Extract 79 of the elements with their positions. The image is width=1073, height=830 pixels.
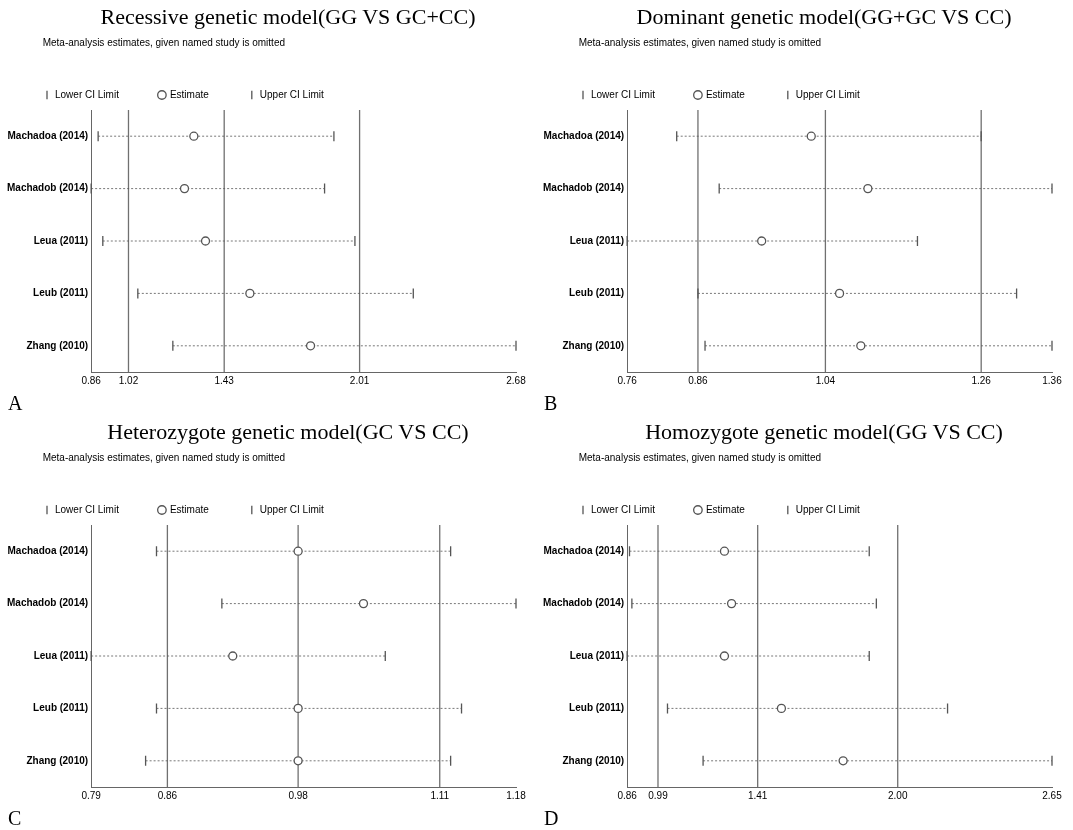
x-tick-label: 0.76 xyxy=(617,374,638,386)
point xyxy=(719,651,730,661)
point xyxy=(863,183,873,194)
y-tick-label: Zhang (2010) xyxy=(26,339,89,351)
point xyxy=(200,236,211,246)
legend-label: Estimate xyxy=(705,88,746,100)
legend-label: Estimate xyxy=(169,503,210,515)
y-tick-label: Leua (2011) xyxy=(569,234,625,246)
x-tick-label: 1.26 xyxy=(971,374,992,386)
y-tick-label: Zhang (2010) xyxy=(26,754,89,766)
text: Lower CI Limit xyxy=(55,88,120,100)
chart-title: Recessive genetic model(GG VS GC+CC) xyxy=(99,3,477,31)
y-tick-label: Zhang (2010) xyxy=(562,339,625,351)
y-tick-label: Machadob (2014) xyxy=(542,182,625,194)
point xyxy=(726,598,737,609)
point xyxy=(245,288,255,299)
x-tick-label: 2.65 xyxy=(1042,789,1063,801)
legend-title: Meta-analysis estimates, given named study is omitted xyxy=(578,451,822,463)
x-tick-label: 0.86 xyxy=(617,789,638,801)
point xyxy=(305,341,316,351)
legend-title: Meta-analysis estimates, given named study is omitted xyxy=(578,36,822,48)
text: C xyxy=(8,807,22,830)
y-tick-label: Leua (2011) xyxy=(33,234,89,246)
y-tick-label: Leua (2011) xyxy=(569,649,625,661)
legend-title: Meta-analysis estimates, given named study is omitted xyxy=(42,36,286,48)
text: Lower CI Limit xyxy=(55,503,120,515)
legend-title: Meta-analysis estimates, given named study is omitted xyxy=(42,451,286,463)
point xyxy=(856,341,866,351)
point xyxy=(757,236,767,246)
y-tick-label: Leub (2011) xyxy=(569,287,625,299)
text: D xyxy=(544,807,559,830)
text: B xyxy=(544,392,558,415)
x-tick-label: 1.02 xyxy=(118,374,139,386)
y-tick-label: Machadoa (2014) xyxy=(543,544,625,556)
y-tick-label: Machadoa (2014) xyxy=(7,129,89,141)
y-tick-label: Machadoa (2014) xyxy=(7,544,89,556)
x-tick-label: 1.36 xyxy=(1042,374,1063,386)
text: Upper CI Limit xyxy=(259,88,324,100)
point xyxy=(806,131,816,141)
text: Upper CI Limit xyxy=(795,503,860,515)
x-tick-label: 2.00 xyxy=(887,789,908,801)
point xyxy=(776,703,787,714)
y-tick-label: Leub (2011) xyxy=(569,702,625,714)
x-tick-label: 1.11 xyxy=(430,789,450,801)
legend-label: Estimate xyxy=(169,88,210,100)
y-tick-label: Leua (2011) xyxy=(33,649,89,661)
x-tick-label: 0.86 xyxy=(81,374,102,386)
chart-title: Heterozygote genetic model(GC VS CC) xyxy=(106,418,470,446)
y-tick-label: Machadob (2014) xyxy=(6,182,89,194)
text: A xyxy=(8,392,23,415)
chart-title: Homozygote genetic model(GG VS CC) xyxy=(644,418,1004,446)
x-tick-label: 2.01 xyxy=(349,374,370,386)
point xyxy=(189,131,199,141)
x-tick-label: 0.99 xyxy=(648,789,669,801)
text: Upper CI Limit xyxy=(795,88,860,100)
text: Lower CI Limit xyxy=(591,503,656,515)
y-tick-label: Zhang (2010) xyxy=(562,754,625,766)
y-tick-label: Leub (2011) xyxy=(33,287,89,299)
x-tick-label: 1.04 xyxy=(815,374,836,386)
x-tick-label: 2.68 xyxy=(506,374,527,386)
chart-title: Dominant genetic model(GG+GC VS CC) xyxy=(635,3,1013,31)
y-tick-label: Machadob (2014) xyxy=(6,597,89,609)
x-tick-label: 1.41 xyxy=(747,789,768,801)
x-tick-label: 1.18 xyxy=(506,789,527,801)
y-tick-label: Machadob (2014) xyxy=(542,597,625,609)
x-tick-label: 0.98 xyxy=(288,789,309,801)
x-tick-label: 0.79 xyxy=(81,789,102,801)
text: Lower CI Limit xyxy=(591,88,656,100)
y-tick-label: Machadoa (2014) xyxy=(543,129,625,141)
point xyxy=(719,546,730,556)
point xyxy=(834,288,845,299)
point xyxy=(838,756,848,766)
legend-label: Estimate xyxy=(705,503,746,515)
point xyxy=(179,183,190,194)
x-tick-label: 0.86 xyxy=(688,374,709,386)
text: Upper CI Limit xyxy=(259,503,324,515)
y-tick-label: Leub (2011) xyxy=(33,702,89,714)
x-tick-label: 0.86 xyxy=(157,789,178,801)
x-tick-label: 1.43 xyxy=(214,374,235,386)
